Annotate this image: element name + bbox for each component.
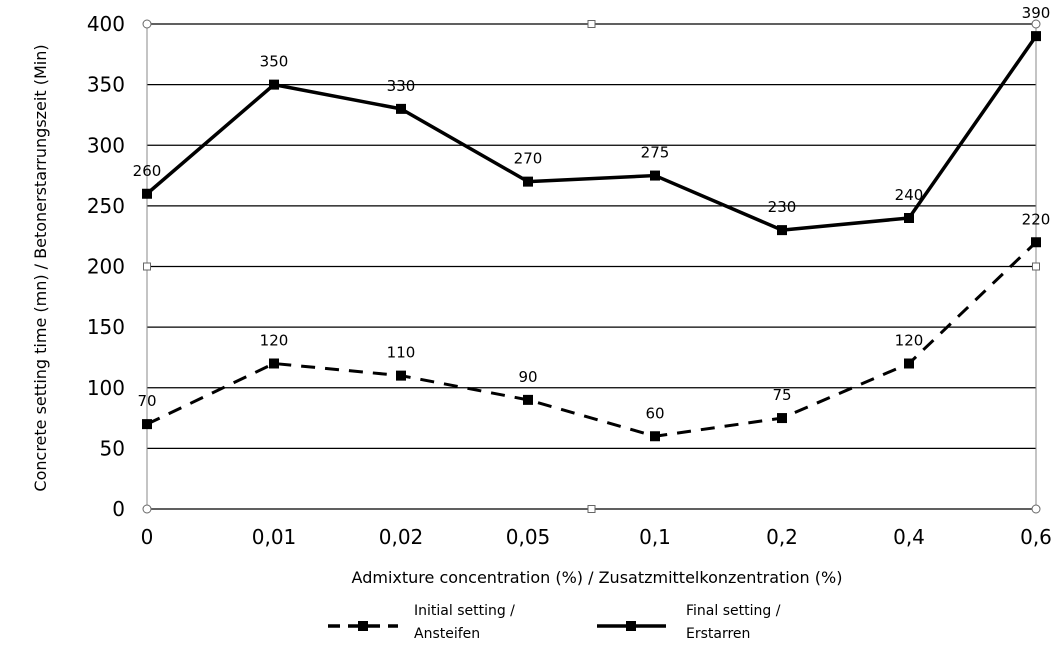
legend-final-label-1: Final setting /	[686, 603, 781, 619]
series-1-point-4	[650, 431, 660, 442]
series-1-point-7	[1031, 237, 1041, 248]
corner-handle-2	[142, 504, 152, 514]
x-tick-label-4: 0,1	[639, 525, 671, 549]
y-tick-label-6: 300	[87, 133, 125, 157]
y-axis-title: Concrete setting time (mn) / Betonerstar…	[31, 44, 50, 491]
series-0-label-5: 230	[768, 198, 797, 216]
legend-initial-marker	[358, 621, 368, 631]
series-0-point-7	[1031, 31, 1041, 42]
x-tick-labels: 0 0,01 0,02 0,05 0,1 0,2 0,4 0,6	[141, 525, 1052, 549]
x-tick-label-7: 0,6	[1020, 525, 1052, 549]
series-1-label-2: 110	[387, 344, 416, 362]
series-1-point-0	[142, 419, 152, 430]
series-1-label-3: 90	[518, 368, 537, 386]
y-tick-label-4: 200	[87, 255, 125, 279]
series-line-0	[145, 35, 1038, 232]
series-0-point-6	[904, 213, 914, 223]
series-0-point-5	[777, 225, 787, 236]
series-1-point-3	[523, 394, 533, 405]
data-labels: 260 350 330 270 275 230 240 390 70 120 110 90 60 75 12…	[133, 4, 1051, 422]
x-tick-label-5: 0,2	[766, 525, 798, 549]
y-tick-label-3: 150	[87, 315, 125, 339]
series-0-label-0: 260	[133, 162, 162, 180]
series-lines	[142, 31, 1041, 442]
series-0-point-2	[396, 103, 406, 114]
series-1-label-0: 70	[137, 392, 156, 410]
corner-handle-0	[142, 19, 152, 29]
series-0-label-1: 350	[260, 53, 289, 71]
y-tick-label-1: 50	[100, 436, 125, 460]
y-tick-label-5: 250	[87, 194, 125, 218]
x-tick-label-6: 0,4	[893, 525, 925, 549]
y-tick-label-0: 0	[112, 497, 125, 521]
edge-handle-2	[143, 262, 151, 271]
series-0-point-1	[269, 79, 279, 90]
series-1-point-5	[777, 413, 787, 424]
x-axis-title: Admixture concentration (%) / Zusatzmitt…	[352, 568, 843, 587]
gridlines	[142, 19, 1041, 514]
y-tick-label-2: 100	[87, 376, 125, 400]
edge-handle-1	[587, 505, 596, 513]
x-tick-label-1: 0,01	[252, 525, 297, 549]
series-0-point-0	[142, 188, 152, 199]
series-1-label-4: 60	[645, 404, 664, 422]
series-1-label-6: 120	[895, 332, 924, 350]
series-0-label-7: 390	[1022, 4, 1051, 22]
series-1-point-1	[269, 358, 279, 369]
series-0-point-4	[650, 170, 660, 181]
series-1-point-6	[904, 358, 914, 369]
series-0-label-4: 275	[641, 144, 670, 162]
legend: Initial setting / Ansteifen Final settin…	[328, 603, 781, 642]
x-tick-label-0: 0	[141, 525, 154, 549]
series-1-label-1: 120	[260, 332, 289, 350]
series-1-label-7: 220	[1022, 210, 1051, 228]
y-tick-label-8: 400	[87, 12, 125, 36]
series-0-label-3: 270	[514, 150, 543, 168]
edge-handle-0	[587, 20, 596, 28]
legend-final-label-2: Erstarren	[686, 626, 750, 642]
series-0-label-6: 240	[895, 186, 924, 204]
legend-initial-label-1: Initial setting /	[414, 603, 515, 619]
series-1-label-5: 75	[772, 386, 791, 404]
x-tick-label-2: 0,02	[379, 525, 424, 549]
y-tick-label-7: 350	[87, 73, 125, 97]
series-0-point-3	[523, 176, 533, 187]
series-1-point-2	[396, 370, 406, 381]
corner-handle-3	[1031, 504, 1041, 514]
series-0-label-2: 330	[387, 77, 416, 95]
edge-handle-3	[1032, 262, 1040, 271]
corner-handle-1	[1031, 19, 1041, 29]
series-line-1	[146, 241, 1038, 438]
legend-final-marker	[626, 621, 636, 631]
y-tick-labels: 0 50 100 150 200 250 300 350 400	[87, 12, 125, 521]
legend-initial-label-2: Ansteifen	[414, 626, 480, 642]
x-tick-label-3: 0,05	[506, 525, 551, 549]
